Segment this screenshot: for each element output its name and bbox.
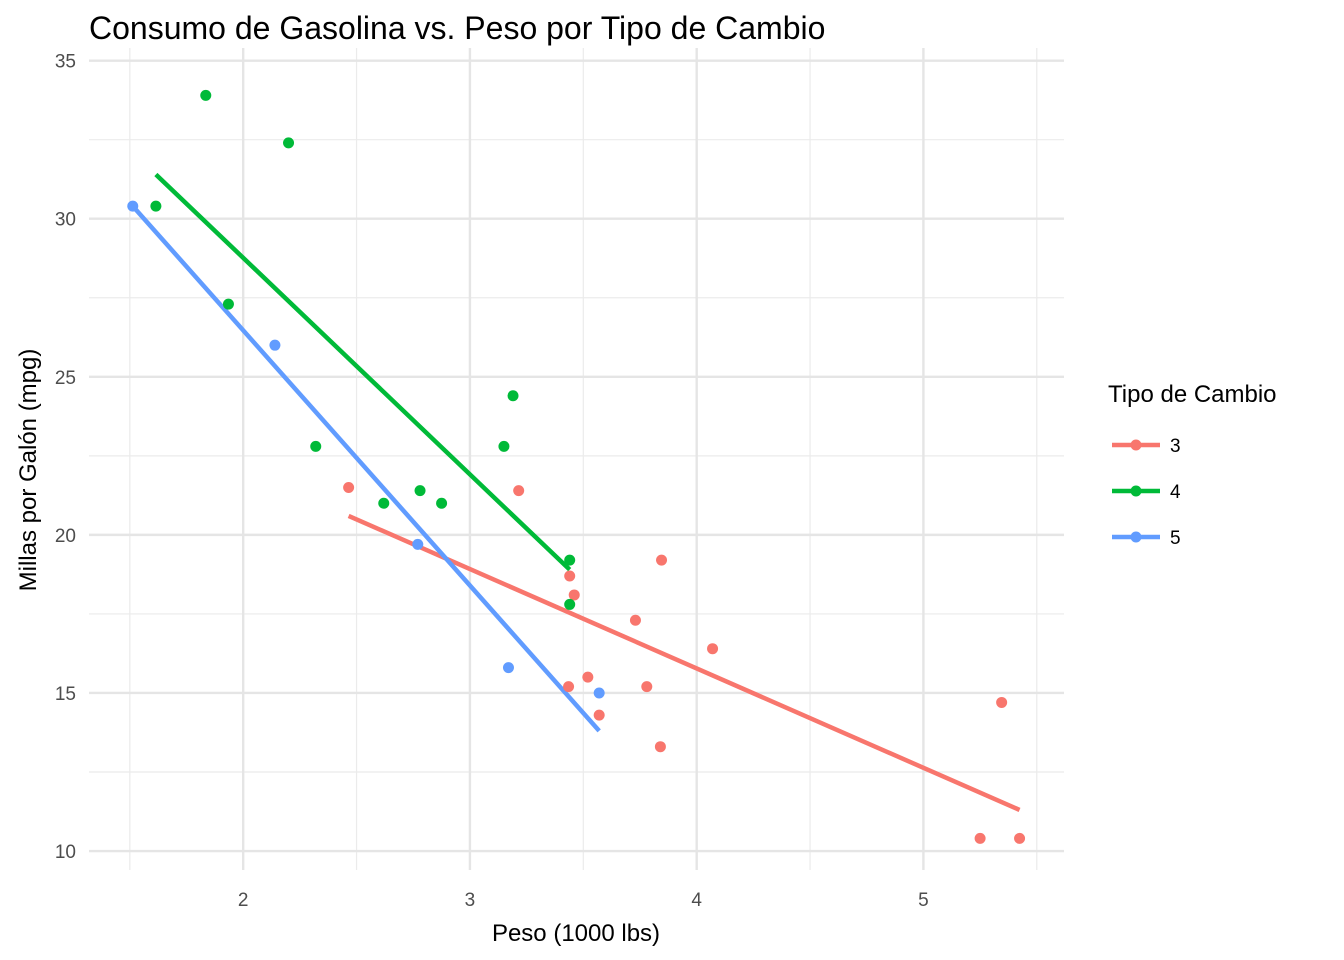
point-series-4 — [507, 390, 519, 402]
x-tick-label: 2 — [238, 890, 249, 911]
point-series-3 — [654, 741, 666, 753]
point-series-4 — [564, 554, 576, 566]
legend-title: Tipo de Cambio — [1108, 381, 1277, 408]
point-series-4 — [564, 598, 576, 610]
fit-line-3 — [347, 513, 1021, 812]
point-series-3 — [656, 554, 668, 566]
point-series-5 — [412, 538, 424, 550]
legend-items: 3 4 5 — [1112, 436, 1181, 549]
point-series-4 — [498, 440, 510, 452]
y-tick-label: 20 — [55, 526, 76, 547]
y-tick-label: 25 — [55, 368, 76, 389]
legend: Tipo de Cambio 3 4 5 — [1108, 381, 1277, 549]
fit-line-5 — [131, 204, 601, 733]
legend-label-5: 5 — [1170, 528, 1181, 549]
legend-key-point-4 — [1130, 485, 1142, 497]
point-series-3 — [974, 832, 986, 844]
legend-key-point-5 — [1130, 531, 1142, 543]
y-axis-title: Millas por Galón (mpg) — [15, 349, 42, 592]
y-tick-label: 10 — [55, 842, 76, 863]
point-series-5 — [127, 200, 139, 212]
chart-title: Consumo de Gasolina vs. Peso por Tipo de… — [89, 10, 825, 46]
point-series-3 — [568, 589, 580, 601]
point-series-4 — [414, 485, 426, 497]
point-series-4 — [436, 497, 448, 509]
y-tick-label: 30 — [55, 210, 76, 231]
grid — [89, 48, 1064, 870]
point-series-4 — [222, 298, 234, 310]
point-series-3 — [593, 709, 605, 721]
x-axis-ticks: 2 3 4 5 — [238, 890, 929, 911]
data-points — [127, 89, 1026, 844]
legend-key-point-3 — [1130, 439, 1142, 451]
point-series-3 — [343, 481, 355, 493]
point-series-4 — [378, 497, 390, 509]
point-series-3 — [707, 643, 719, 655]
legend-label-3: 3 — [1170, 436, 1181, 457]
point-series-4 — [310, 440, 322, 452]
point-series-4 — [150, 200, 162, 212]
x-tick-label: 3 — [465, 890, 476, 911]
y-tick-label: 15 — [55, 684, 76, 705]
point-series-3 — [996, 696, 1008, 708]
point-series-3 — [564, 570, 576, 582]
point-series-3 — [513, 485, 525, 497]
point-series-3 — [641, 681, 653, 693]
legend-label-4: 4 — [1170, 482, 1181, 503]
fit-lines — [131, 172, 1021, 812]
x-axis-title: Peso (1000 lbs) — [492, 920, 660, 947]
y-tick-label: 35 — [55, 52, 76, 73]
point-series-5 — [502, 662, 514, 674]
point-series-5 — [269, 339, 281, 351]
point-series-3 — [582, 671, 594, 683]
fit-line-4 — [154, 172, 572, 572]
point-series-3 — [629, 614, 641, 626]
point-series-4 — [200, 89, 212, 101]
x-tick-label: 5 — [918, 890, 929, 911]
y-axis-ticks: 10 15 20 25 30 35 — [55, 52, 76, 863]
point-series-3 — [563, 681, 575, 693]
point-series-3 — [1014, 832, 1026, 844]
point-series-4 — [283, 137, 295, 149]
x-tick-label: 4 — [691, 890, 702, 911]
point-series-5 — [593, 687, 605, 699]
